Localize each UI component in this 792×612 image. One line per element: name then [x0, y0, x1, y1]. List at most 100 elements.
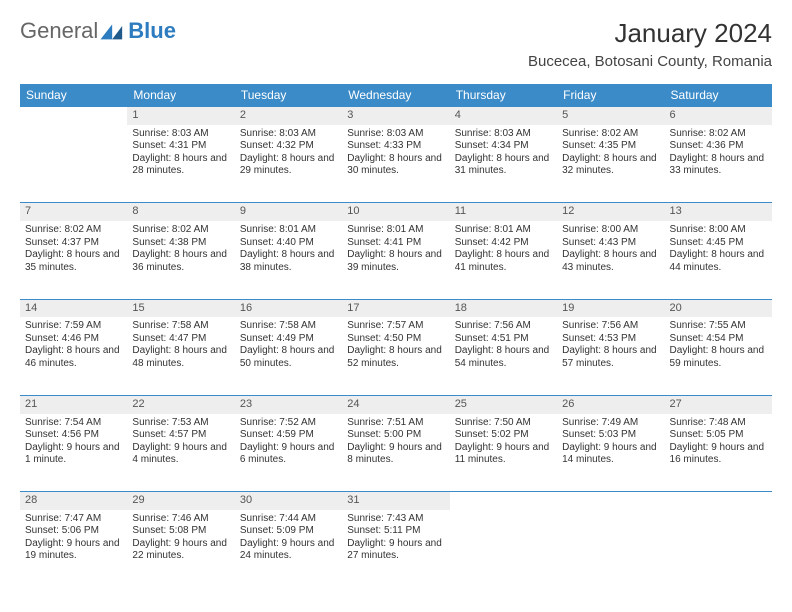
day-content-row: Sunrise: 8:03 AMSunset: 4:31 PMDaylight:… [20, 125, 772, 203]
day-number-row: 28293031 [20, 492, 772, 510]
day-info-line: Daylight: 9 hours and 24 minutes. [240, 538, 337, 563]
day-cell [20, 125, 127, 203]
day-number-row: 21222324252627 [20, 395, 772, 413]
day-info-line: Sunrise: 8:01 AM [455, 224, 552, 237]
day-number: 22 [127, 395, 234, 413]
day-info-line: Sunrise: 8:01 AM [347, 224, 444, 237]
day-number: 1 [127, 107, 234, 125]
day-number: 14 [20, 299, 127, 317]
header: General Blue January 2024 Bucecea, Botos… [20, 18, 772, 70]
day-cell: Sunrise: 8:01 AMSunset: 4:40 PMDaylight:… [235, 221, 342, 299]
day-info-line: Sunrise: 8:03 AM [240, 128, 337, 141]
title-block: January 2024 Bucecea, Botosani County, R… [528, 18, 772, 70]
day-info-line: Sunrise: 7:59 AM [25, 320, 122, 333]
day-info-line: Sunset: 4:57 PM [132, 429, 229, 442]
day-cell: Sunrise: 7:48 AMSunset: 5:05 PMDaylight:… [665, 414, 772, 492]
day-cell: Sunrise: 7:55 AMSunset: 4:54 PMDaylight:… [665, 317, 772, 395]
day-info-line: Sunset: 4:37 PM [25, 237, 122, 250]
day-number: 15 [127, 299, 234, 317]
day-number: 24 [342, 395, 449, 413]
day-info-line: Daylight: 9 hours and 8 minutes. [347, 442, 444, 467]
day-cell: Sunrise: 8:02 AMSunset: 4:36 PMDaylight:… [665, 125, 772, 203]
day-info-line: Sunrise: 7:50 AM [455, 417, 552, 430]
day-info-line: Sunrise: 7:48 AM [670, 417, 767, 430]
day-number [20, 107, 127, 125]
day-cell: Sunrise: 7:57 AMSunset: 4:50 PMDaylight:… [342, 317, 449, 395]
day-cell: Sunrise: 8:01 AMSunset: 4:42 PMDaylight:… [450, 221, 557, 299]
day-number: 13 [665, 203, 772, 221]
day-info-line: Sunset: 4:36 PM [670, 140, 767, 153]
day-info-line: Daylight: 8 hours and 59 minutes. [670, 345, 767, 370]
day-info-line: Sunrise: 7:49 AM [562, 417, 659, 430]
day-info-line: Sunset: 5:05 PM [670, 429, 767, 442]
day-content-row: Sunrise: 7:47 AMSunset: 5:06 PMDaylight:… [20, 510, 772, 588]
day-number: 10 [342, 203, 449, 221]
day-info-line: Sunrise: 8:03 AM [132, 128, 229, 141]
day-info-line: Sunset: 4:34 PM [455, 140, 552, 153]
weekday-header: Friday [557, 84, 664, 107]
day-cell [450, 510, 557, 588]
day-cell: Sunrise: 8:03 AMSunset: 4:32 PMDaylight:… [235, 125, 342, 203]
day-number: 29 [127, 492, 234, 510]
day-info-line: Daylight: 8 hours and 48 minutes. [132, 345, 229, 370]
day-info-line: Sunrise: 8:03 AM [347, 128, 444, 141]
day-info-line: Daylight: 8 hours and 57 minutes. [562, 345, 659, 370]
day-info-line: Daylight: 8 hours and 41 minutes. [455, 249, 552, 274]
day-info-line: Daylight: 8 hours and 43 minutes. [562, 249, 659, 274]
day-info-line: Daylight: 8 hours and 38 minutes. [240, 249, 337, 274]
day-info-line: Sunset: 4:53 PM [562, 333, 659, 346]
day-info-line: Sunrise: 7:53 AM [132, 417, 229, 430]
day-cell: Sunrise: 7:52 AMSunset: 4:59 PMDaylight:… [235, 414, 342, 492]
day-info-line: Daylight: 9 hours and 19 minutes. [25, 538, 122, 563]
day-info-line: Sunset: 5:02 PM [455, 429, 552, 442]
day-cell: Sunrise: 7:43 AMSunset: 5:11 PMDaylight:… [342, 510, 449, 588]
day-cell: Sunrise: 7:54 AMSunset: 4:56 PMDaylight:… [20, 414, 127, 492]
day-info-line: Sunset: 4:47 PM [132, 333, 229, 346]
day-info-line: Sunrise: 8:00 AM [670, 224, 767, 237]
weekday-header: Sunday [20, 84, 127, 107]
day-info-line: Sunrise: 7:47 AM [25, 513, 122, 526]
day-number-row: 123456 [20, 107, 772, 125]
day-number: 16 [235, 299, 342, 317]
day-cell: Sunrise: 8:02 AMSunset: 4:35 PMDaylight:… [557, 125, 664, 203]
day-info-line: Sunrise: 8:02 AM [670, 128, 767, 141]
day-cell [557, 510, 664, 588]
day-info-line: Sunset: 4:33 PM [347, 140, 444, 153]
day-info-line: Daylight: 8 hours and 33 minutes. [670, 153, 767, 178]
day-number: 2 [235, 107, 342, 125]
day-number: 6 [665, 107, 772, 125]
day-number: 17 [342, 299, 449, 317]
day-number [557, 492, 664, 510]
day-info-line: Sunrise: 7:58 AM [240, 320, 337, 333]
day-number: 8 [127, 203, 234, 221]
day-info-line: Sunset: 4:40 PM [240, 237, 337, 250]
calendar-table: SundayMondayTuesdayWednesdayThursdayFrid… [20, 84, 772, 588]
day-info-line: Sunset: 4:59 PM [240, 429, 337, 442]
day-info-line: Sunset: 5:08 PM [132, 525, 229, 538]
day-number: 20 [665, 299, 772, 317]
day-cell: Sunrise: 8:00 AMSunset: 4:45 PMDaylight:… [665, 221, 772, 299]
day-info-line: Daylight: 9 hours and 6 minutes. [240, 442, 337, 467]
day-info-line: Daylight: 9 hours and 22 minutes. [132, 538, 229, 563]
day-number: 26 [557, 395, 664, 413]
day-number: 11 [450, 203, 557, 221]
day-cell: Sunrise: 7:50 AMSunset: 5:02 PMDaylight:… [450, 414, 557, 492]
day-number: 31 [342, 492, 449, 510]
day-cell: Sunrise: 8:03 AMSunset: 4:33 PMDaylight:… [342, 125, 449, 203]
day-info-line: Sunset: 4:46 PM [25, 333, 122, 346]
weekday-header: Monday [127, 84, 234, 107]
day-info-line: Sunset: 5:03 PM [562, 429, 659, 442]
day-number: 23 [235, 395, 342, 413]
day-number: 3 [342, 107, 449, 125]
day-info-line: Sunset: 5:11 PM [347, 525, 444, 538]
day-info-line: Daylight: 8 hours and 31 minutes. [455, 153, 552, 178]
day-info-line: Sunrise: 8:02 AM [25, 224, 122, 237]
day-info-line: Sunset: 4:38 PM [132, 237, 229, 250]
day-cell: Sunrise: 7:53 AMSunset: 4:57 PMDaylight:… [127, 414, 234, 492]
weekday-header: Tuesday [235, 84, 342, 107]
day-info-line: Sunrise: 7:46 AM [132, 513, 229, 526]
day-info-line: Daylight: 8 hours and 50 minutes. [240, 345, 337, 370]
day-info-line: Sunset: 5:00 PM [347, 429, 444, 442]
day-info-line: Daylight: 8 hours and 29 minutes. [240, 153, 337, 178]
day-number: 30 [235, 492, 342, 510]
